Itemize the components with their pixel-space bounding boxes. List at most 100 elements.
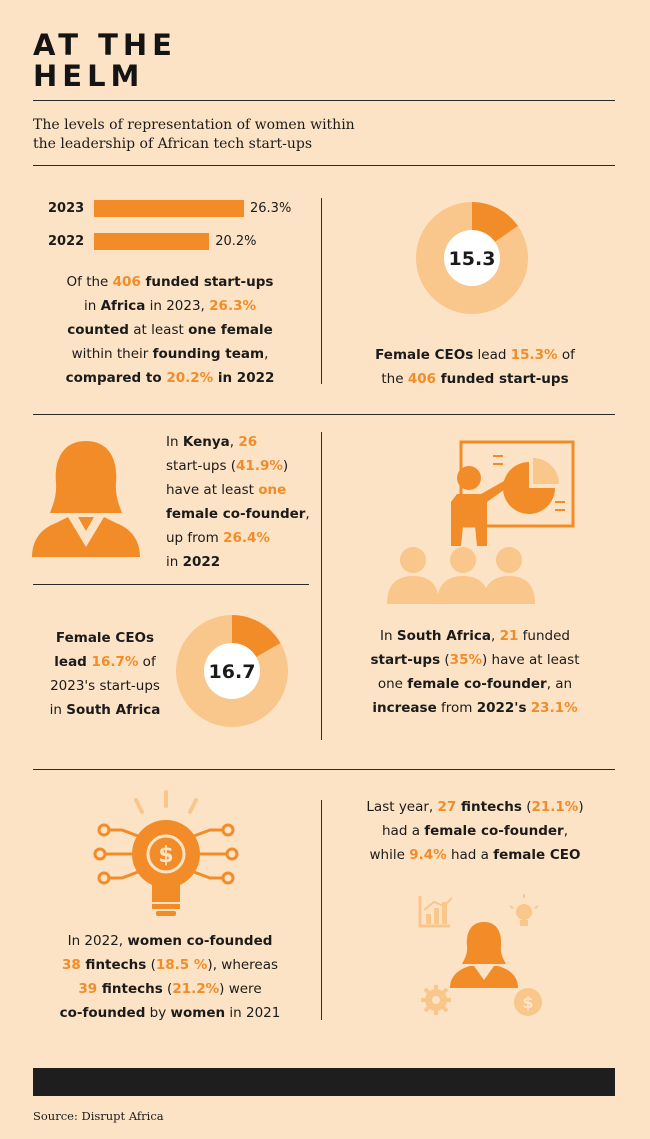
caption-segment: ,	[305, 506, 310, 522]
caption-segment: In	[166, 434, 183, 450]
caption-line: Female CEOs	[40, 626, 170, 650]
caption-segment: , an	[546, 676, 573, 692]
source-note: Source: Disrupt Africa	[33, 1109, 164, 1123]
caption-segment: 38	[61, 957, 81, 973]
caption-line: in 2022	[166, 550, 326, 574]
caption-segment: Of the	[66, 274, 113, 290]
caption-segment: Female CEOs	[375, 347, 474, 363]
caption-segment: from	[436, 700, 477, 716]
caption-segment: co-founded	[59, 1005, 146, 1021]
caption-segment: 406	[112, 274, 141, 290]
caption-segment: one female	[188, 322, 273, 338]
bar-2023	[94, 200, 244, 217]
caption-line: In 2022, women co-founded	[30, 929, 310, 953]
caption-segment: up from	[166, 530, 224, 546]
caption-segment: 2022's	[476, 700, 527, 716]
donut2-caption: Female CEOs lead 16.7% of 2023's start-ups…	[40, 626, 170, 722]
caption-segment: 2023's start-ups	[50, 678, 160, 694]
caption-segment: (	[146, 957, 156, 973]
caption-segment: 26	[238, 434, 258, 450]
caption-segment: fintechs	[80, 957, 147, 973]
donut-hole	[204, 643, 260, 699]
caption-segment: fintechs	[97, 981, 163, 997]
svg-text:$: $	[522, 993, 533, 1012]
caption-line: in South Africa	[40, 698, 170, 722]
caption-segment: while	[369, 847, 410, 863]
donut1-caption: Female CEOs lead 15.3% of the 406 funded …	[335, 343, 615, 391]
caption-line: increase from 2022's 23.1%	[335, 696, 615, 720]
caption-segment: 20.2%	[166, 370, 214, 386]
caption-segment: 23.1%	[530, 700, 578, 716]
divider	[33, 414, 615, 415]
caption-line: Of the 406 funded start-ups	[30, 270, 310, 294]
caption-segment: In	[380, 628, 397, 644]
bar-category-label: 2022	[48, 234, 85, 249]
caption-segment: women	[170, 1005, 226, 1021]
caption-segment: of	[138, 654, 156, 670]
caption-segment: by	[145, 1005, 171, 1021]
caption-segment: (	[521, 799, 532, 815]
caption-segment: 27	[437, 799, 457, 815]
caption-line: In Kenya, 26	[166, 430, 326, 454]
bar-2022	[94, 233, 210, 250]
caption-segment: start-ups	[370, 652, 441, 668]
caption-line: compared to 20.2% in 2022	[30, 366, 310, 390]
caption-segment: 9.4%	[409, 847, 447, 863]
page-title: AT THE HELM	[33, 28, 177, 93]
caption-line: within their founding team,	[30, 342, 310, 366]
caption-segment: 21.1%	[531, 799, 579, 815]
caption-segment: 21.2%	[172, 981, 220, 997]
caption-segment: ) have at least	[482, 652, 580, 668]
caption-segment: (	[440, 652, 450, 668]
caption-segment: ,	[229, 434, 239, 450]
caption-segment: female CEO	[493, 847, 581, 863]
divider	[33, 100, 615, 101]
caption-segment: increase	[372, 700, 437, 716]
caption-segment: 16.7%	[91, 654, 139, 670]
caption-segment: in	[49, 702, 67, 718]
presentation-icon	[387, 440, 575, 604]
caption-segment: female co-founder	[407, 676, 547, 692]
divider	[33, 584, 309, 585]
caption-line: had a female co-founder,	[335, 819, 615, 843]
caption-segment: in 2021	[225, 1005, 281, 1021]
caption-segment: female co-founder	[424, 823, 564, 839]
caption-segment: have at least	[166, 482, 259, 498]
caption-segment: Kenya	[182, 434, 230, 450]
caption-segment: )	[578, 799, 584, 815]
caption-segment: 406	[407, 371, 437, 387]
caption-line: female co-founder,	[166, 502, 326, 526]
caption-segment: ), whereas	[207, 957, 279, 973]
svg-text:$: $	[158, 843, 173, 868]
south-africa-caption: In South Africa, 21 funded start-ups (35%…	[335, 624, 615, 720]
divider	[321, 198, 322, 384]
caption-line: while 9.4% had a female CEO	[335, 843, 615, 867]
woman-business-icons: $	[418, 894, 542, 1016]
caption-segment: 18.5 %	[155, 957, 208, 973]
caption-segment: 35%	[449, 652, 482, 668]
caption-segment: in 2023,	[145, 298, 210, 314]
caption-segment: counted	[67, 322, 129, 338]
caption-segment: had a	[382, 823, 425, 839]
caption-segment: South Africa	[396, 628, 491, 644]
divider	[321, 800, 322, 1020]
caption-line: one female co-founder, an	[335, 672, 615, 696]
bar-value-label: 26.3%	[250, 201, 292, 216]
lightbulb-dollar-icon: $	[93, 790, 239, 916]
caption-segment: )	[282, 458, 289, 474]
caption-line: up from 26.4%	[166, 526, 326, 550]
kenya-caption: In Kenya, 26 start-ups (41.9%) have at lea…	[166, 430, 326, 574]
caption-segment: Female CEOs	[55, 630, 155, 646]
caption-line: 2023's start-ups	[40, 674, 170, 698]
caption-segment: funded	[518, 628, 570, 644]
caption-segment: funded start-ups	[140, 274, 274, 290]
caption-line: 38 fintechs (18.5 %), whereas	[30, 953, 310, 977]
caption-line: in Africa in 2023, 26.3%	[30, 294, 310, 318]
caption-segment: in	[83, 298, 101, 314]
caption-segment: ,	[563, 823, 568, 839]
caption-segment: had a	[446, 847, 494, 863]
caption-line: counted at least one female	[30, 318, 310, 342]
caption-line: co-founded by women in 2021	[30, 1001, 310, 1025]
caption-segment: the	[381, 371, 408, 387]
caption-segment: 15.3%	[510, 347, 558, 363]
